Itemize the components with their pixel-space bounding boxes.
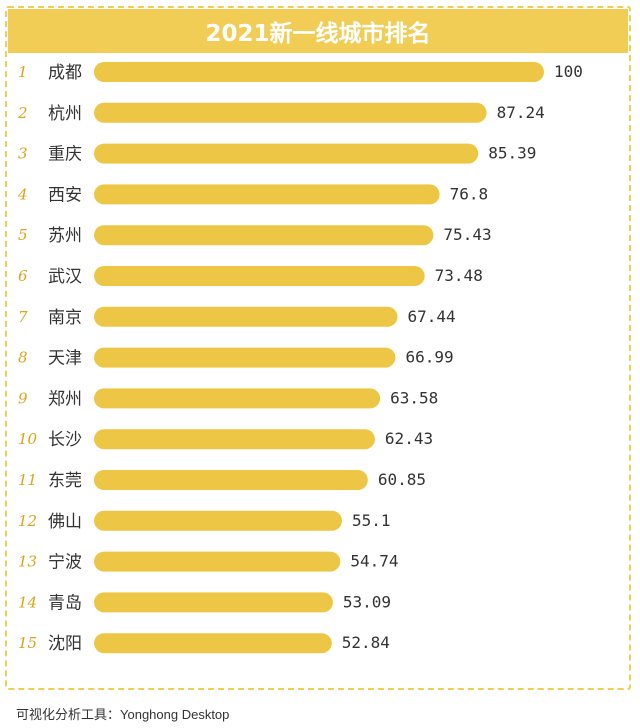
value-label: 66.99 — [405, 348, 453, 367]
value-label: 75.43 — [443, 225, 491, 244]
value-label: 60.85 — [378, 470, 426, 489]
rank-label: 8 — [18, 349, 28, 367]
category-label: 苏州 — [48, 226, 82, 246]
chart-frame — [5, 6, 631, 690]
category-label: 成都 — [48, 63, 82, 83]
category-label: 郑州 — [48, 389, 82, 409]
bar — [94, 551, 341, 572]
value-label: 53.09 — [343, 592, 391, 611]
value-label: 87.24 — [497, 103, 545, 122]
value-label: 54.74 — [350, 552, 398, 571]
bar — [94, 429, 375, 450]
bar — [94, 510, 342, 531]
rank-label: 10 — [18, 430, 38, 448]
bar — [94, 102, 487, 123]
bar — [94, 266, 425, 286]
value-label: 100 — [554, 62, 583, 81]
rank-label: 3 — [18, 145, 28, 163]
rank-label: 11 — [18, 471, 37, 489]
category-label: 西安 — [48, 185, 82, 205]
bar — [94, 388, 381, 409]
value-label: 52.84 — [342, 633, 390, 652]
bar — [94, 592, 333, 613]
category-label: 武汉 — [48, 267, 82, 287]
bar — [94, 470, 368, 490]
value-label: 62.43 — [385, 429, 433, 448]
bar — [94, 62, 544, 82]
rank-label: 12 — [18, 512, 37, 530]
category-label: 重庆 — [48, 145, 82, 165]
bar — [94, 225, 434, 246]
value-label: 63.58 — [390, 388, 438, 407]
rank-label: 9 — [18, 389, 28, 407]
category-label: 杭州 — [48, 104, 82, 124]
footer-credit: 可视化分析工具：Yonghong Desktop — [16, 707, 230, 722]
category-label: 东莞 — [48, 471, 82, 491]
value-label: 73.48 — [435, 266, 483, 285]
value-label: 67.44 — [407, 307, 455, 326]
bar — [94, 143, 479, 164]
value-label: 55.1 — [352, 511, 391, 530]
rank-label: 13 — [18, 553, 37, 571]
category-label: 宁波 — [48, 553, 82, 573]
rank-label: 14 — [18, 593, 37, 611]
rank-label: 6 — [18, 267, 28, 285]
rank-label: 4 — [17, 185, 28, 203]
category-label: 沈阳 — [48, 634, 82, 654]
rank-label: 1 — [18, 63, 28, 81]
rank-label: 7 — [18, 308, 28, 326]
rank-label: 2 — [17, 104, 28, 122]
rank-label: 5 — [18, 226, 28, 244]
category-label: 南京 — [48, 308, 82, 328]
bar — [94, 347, 396, 368]
bar — [94, 633, 332, 654]
rank-label: 15 — [18, 634, 37, 652]
bar — [94, 306, 398, 327]
category-label: 长沙 — [48, 430, 82, 450]
category-label: 天津 — [48, 349, 82, 369]
category-label: 佛山 — [48, 512, 82, 532]
category-label: 青岛 — [48, 593, 82, 613]
chart-title: 2021新一线城市排名 — [8, 9, 628, 53]
bar — [94, 184, 440, 205]
value-label: 76.8 — [450, 184, 489, 203]
value-label: 85.39 — [488, 144, 536, 163]
